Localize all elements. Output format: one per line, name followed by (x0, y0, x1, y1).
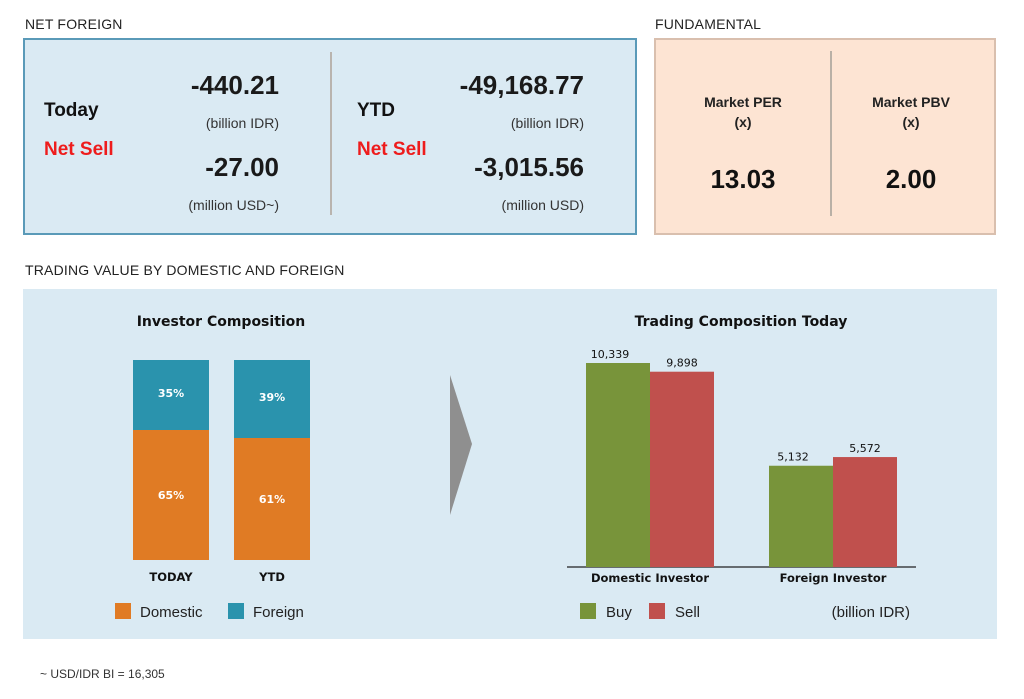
net-foreign-section-label: NET FOREIGN (25, 16, 123, 32)
today-idr-unit: (billion IDR) (205, 115, 279, 131)
legend-foreign-swatch (228, 603, 244, 619)
investor-category-ytd: YTD (258, 570, 285, 584)
market-pbv-title: Market PBV (872, 94, 950, 110)
trading-charts: Investor Composition 65% 35% TODAY 61% 39% YTD… (115, 314, 916, 621)
trading-value-foreign-buy: 5,132 (777, 451, 809, 464)
trading-bar-foreign-buy (769, 465, 833, 567)
today-net-sell-status: Net Sell (44, 139, 114, 160)
legend-buy-swatch (580, 603, 596, 619)
investor-label-ytd-domestic: 61% (259, 493, 285, 506)
trading-section-label: TRADING VALUE BY DOMESTIC AND FOREIGN (25, 262, 345, 278)
trading-value-domestic-sell: 9,898 (666, 357, 698, 370)
flow-arrow-icon (450, 375, 472, 515)
legend-domestic-swatch (115, 603, 131, 619)
market-per-value: 13.03 (710, 164, 776, 194)
ytd-label: YTD (357, 100, 395, 121)
today-label: Today (44, 100, 99, 121)
trading-bar-foreign-sell (833, 457, 897, 567)
legend-sell-label: Sell (675, 604, 700, 621)
today-usd-value: -27.00 (205, 152, 279, 182)
trading-category-foreign: Foreign Investor (780, 571, 887, 585)
net-foreign-divider (330, 52, 332, 215)
ytd-net-sell-status: Net Sell (357, 139, 427, 160)
legend-sell-swatch (649, 603, 665, 619)
trading-category-domestic: Domestic Investor (591, 571, 709, 585)
fundamental-section-label: FUNDAMENTAL (655, 16, 762, 32)
investor-label-today-foreign: 35% (158, 387, 184, 400)
fundamental-panel: Market PER (x) 13.03 Market PBV (x) 2.00 (654, 38, 996, 235)
trading-value-foreign-sell: 5,572 (849, 442, 881, 455)
investor-label-ytd-foreign: 39% (259, 391, 285, 404)
market-pbv-unit: (x) (902, 114, 920, 130)
investor-label-today-domestic: 65% (158, 489, 184, 502)
market-per-unit: (x) (734, 114, 752, 130)
investor-bar-ytd-foreign (234, 360, 310, 438)
investor-composition-title: Investor Composition (137, 314, 306, 330)
trading-bar-domestic-buy (586, 363, 650, 567)
market-per-title: Market PER (704, 94, 782, 110)
today-usd-unit: (million USD~) (188, 197, 279, 213)
legend-domestic-label: Domestic (140, 604, 203, 621)
trading-panel: Investor Composition 65% 35% TODAY 61% 39% YTD… (23, 289, 997, 639)
ytd-idr-unit: (billion IDR) (510, 115, 584, 131)
fundamental-divider (830, 51, 832, 216)
today-idr-value: -440.21 (190, 70, 279, 100)
trading-composition-title: Trading Composition Today (635, 314, 848, 330)
exchange-rate-footnote: ~ USD/IDR BI = 16,305 (40, 667, 165, 681)
trading-unit-note: (billion IDR) (832, 604, 910, 621)
investor-bar-today-foreign (133, 360, 209, 430)
investor-bar-ytd-domestic (234, 438, 310, 560)
investor-category-today: TODAY (149, 570, 193, 584)
investor-bar-today-domestic (133, 430, 209, 560)
market-pbv-value: 2.00 (885, 164, 937, 194)
market-pbv-label: Market PBV (x) (836, 92, 986, 132)
ytd-idr-value: -49,168.77 (459, 70, 584, 100)
net-foreign-panel: Today Net Sell -440.21 (billion IDR) -27… (23, 38, 637, 235)
legend-buy-label: Buy (606, 604, 632, 621)
trading-value-domestic-buy: 10,339 (591, 348, 630, 361)
ytd-usd-value: -3,015.56 (474, 152, 584, 182)
trading-bar-domestic-sell (650, 371, 714, 567)
market-per-label: Market PER (x) (668, 92, 818, 132)
legend-foreign-label: Foreign (253, 604, 304, 621)
ytd-usd-unit: (million USD) (501, 197, 584, 213)
